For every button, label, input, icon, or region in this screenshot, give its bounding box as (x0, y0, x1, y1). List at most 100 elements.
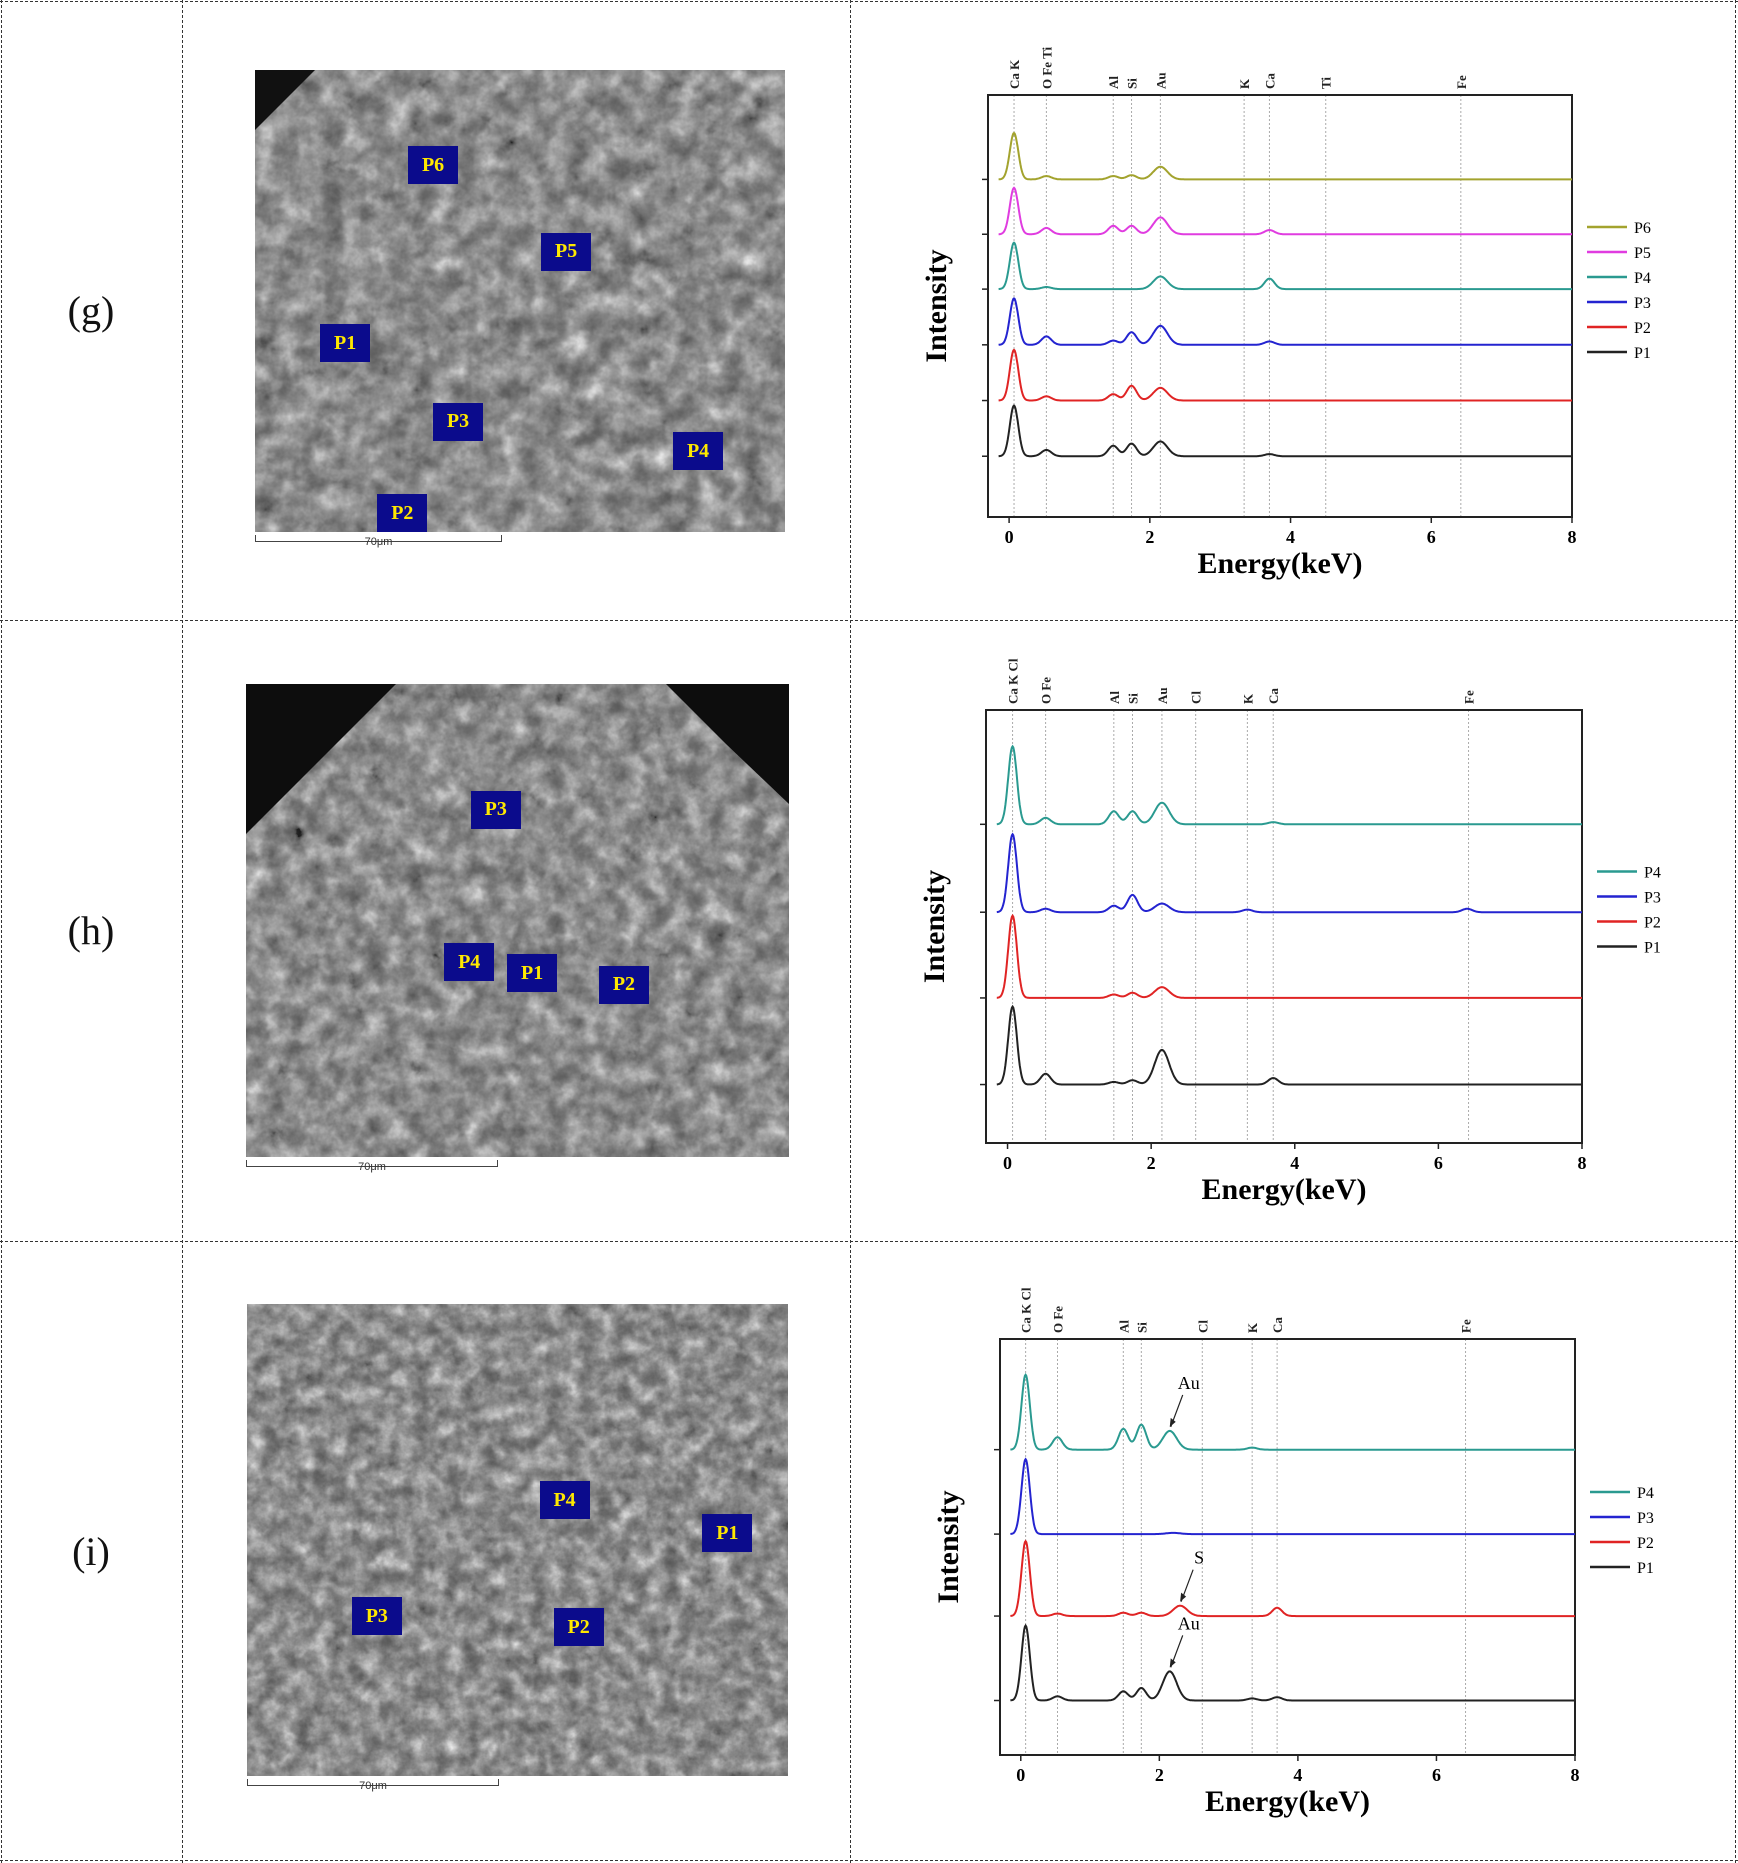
series-line-p5 (998, 186, 1572, 236)
element-label: Cl (1195, 1320, 1210, 1333)
point-label: P2 (377, 494, 428, 532)
x-tick-label: 2 (1147, 1153, 1156, 1173)
y-axis-label: Intensity (920, 249, 953, 362)
plot-frame (999, 1338, 1576, 1756)
annotation-label: Au (1178, 1373, 1200, 1393)
point-label: P1 (320, 324, 371, 363)
scale-bar: 70μm (255, 535, 502, 548)
eds-spectrum: Ca K O Fe Ti Al Si Au K Ca Ti Fe 0 2 4 6 8 Energy(keV)… (920, 46, 1651, 580)
element-label: Al (1106, 76, 1121, 89)
point-label: P1 (507, 954, 558, 992)
legend-label: P2 (1634, 320, 1651, 337)
x-tick-label: 6 (1427, 527, 1436, 547)
element-label: Ti (1319, 77, 1334, 89)
x-tick-label: 2 (1155, 1765, 1164, 1785)
x-tick-label: 8 (1568, 527, 1577, 547)
legend-label: P2 (1637, 1535, 1654, 1552)
scale-bar: 70μm (247, 1779, 499, 1792)
eds-spectrum: Ca K Cl O Fe Al Si Cl K Ca Fe 0 2 4 6 8 Energy(keV) In… (932, 1287, 1654, 1818)
row-divider (0, 620, 1738, 621)
series-line-p4 (996, 744, 1582, 826)
point-label: P4 (444, 943, 495, 982)
series-line-p3 (996, 832, 1582, 914)
element-label: Ca (1262, 73, 1277, 89)
annotation-arrowhead (1169, 1658, 1176, 1668)
point-label: P6 (408, 146, 459, 185)
legend-label: P4 (1644, 865, 1661, 882)
legend-label: P1 (1637, 1560, 1654, 1577)
element-label: Al (1107, 691, 1122, 704)
annotation-label: S (1194, 1548, 1204, 1568)
x-tick-label: 2 (1145, 527, 1154, 547)
x-tick-label: 0 (1005, 527, 1014, 547)
element-label: Si (1125, 693, 1140, 704)
element-label: K (1240, 693, 1255, 704)
element-label: Fe (1462, 690, 1477, 704)
column-divider (850, 0, 851, 1863)
eds-chart-i: Ca K Cl O Fe Al Si Cl K Ca Fe 0 2 4 6 8 Energy(keV) In… (850, 1241, 1738, 1861)
element-label: Si (1134, 1322, 1149, 1333)
point-label: P3 (351, 1597, 402, 1636)
x-tick-label: 8 (1578, 1153, 1587, 1173)
element-label: K (1245, 1322, 1260, 1333)
sem-image: P4 P1 P3 P2 (247, 1304, 788, 1776)
series-line-p3 (1010, 1457, 1575, 1536)
x-axis-label: Energy(keV) (1205, 1785, 1370, 1818)
element-label: Ca (1266, 688, 1281, 704)
legend-label: P3 (1637, 1510, 1654, 1527)
series-line-p1 (1010, 1623, 1575, 1702)
plot-frame (987, 94, 1573, 518)
element-label: Fe (1454, 75, 1469, 89)
sem-image: P3 P4 P1 P2 (246, 684, 789, 1157)
legend-label: P2 (1644, 915, 1661, 932)
x-tick-label: 0 (1016, 1765, 1025, 1785)
series-line-p6 (998, 131, 1572, 181)
plot-frame (985, 709, 1583, 1144)
scale-label: 70μm (359, 1780, 387, 1792)
table-border (1, 0, 2, 1863)
element-label: Ca K Cl (1019, 1287, 1034, 1333)
x-tick-label: 4 (1290, 1153, 1299, 1173)
element-label: Ca (1270, 1317, 1285, 1333)
annotation-arrowhead (1169, 1417, 1176, 1427)
y-axis-label: Intensity (932, 1490, 965, 1603)
point-label: P4 (539, 1481, 590, 1520)
scale-label: 70μm (364, 536, 393, 548)
figure-row-i: (i) P4 P1 P3 P2 70μm Ca K Cl O Fe Al Si Cl K C… (0, 1241, 1738, 1861)
element-label: Si (1125, 78, 1140, 89)
x-axis-label: Energy(keV) (1202, 1173, 1367, 1206)
element-label: Ca K (1007, 59, 1022, 89)
series-line-p1 (998, 404, 1572, 458)
x-axis-label: Energy(keV) (1198, 547, 1363, 580)
element-label: O Fe (1051, 1306, 1066, 1333)
element-label: O Fe Ti (1039, 46, 1054, 89)
series-line-p2 (996, 913, 1582, 999)
column-divider (182, 0, 183, 1863)
scale-bar: 70μm (246, 1160, 498, 1173)
x-tick-label: 4 (1286, 527, 1295, 547)
x-tick-label: 4 (1293, 1765, 1302, 1785)
element-label: Ca K Cl (1006, 658, 1021, 704)
annotation-arrowhead (1180, 1592, 1187, 1602)
element-label: Au (1153, 72, 1168, 89)
series-line-p4 (1010, 1373, 1575, 1451)
x-tick-label: 8 (1571, 1765, 1580, 1785)
legend-label: P1 (1634, 345, 1651, 362)
series-line-p1 (996, 1004, 1582, 1086)
y-axis-label: Intensity (918, 870, 951, 983)
annotation-label: Au (1178, 1613, 1200, 1633)
point-label: P2 (553, 1608, 604, 1647)
series-line-p3 (998, 297, 1572, 346)
row-label: (h) (67, 907, 115, 953)
legend-label: P6 (1634, 220, 1651, 237)
point-label: P4 (673, 432, 724, 471)
row-label: (g) (67, 287, 115, 333)
element-label: Al (1116, 1320, 1131, 1333)
legend-label: P4 (1634, 270, 1651, 287)
table-border (0, 1, 1738, 2)
element-label: Au (1155, 687, 1170, 704)
legend-label: P4 (1637, 1485, 1654, 1502)
table-border (1735, 0, 1736, 1863)
point-label: P1 (702, 1514, 753, 1553)
